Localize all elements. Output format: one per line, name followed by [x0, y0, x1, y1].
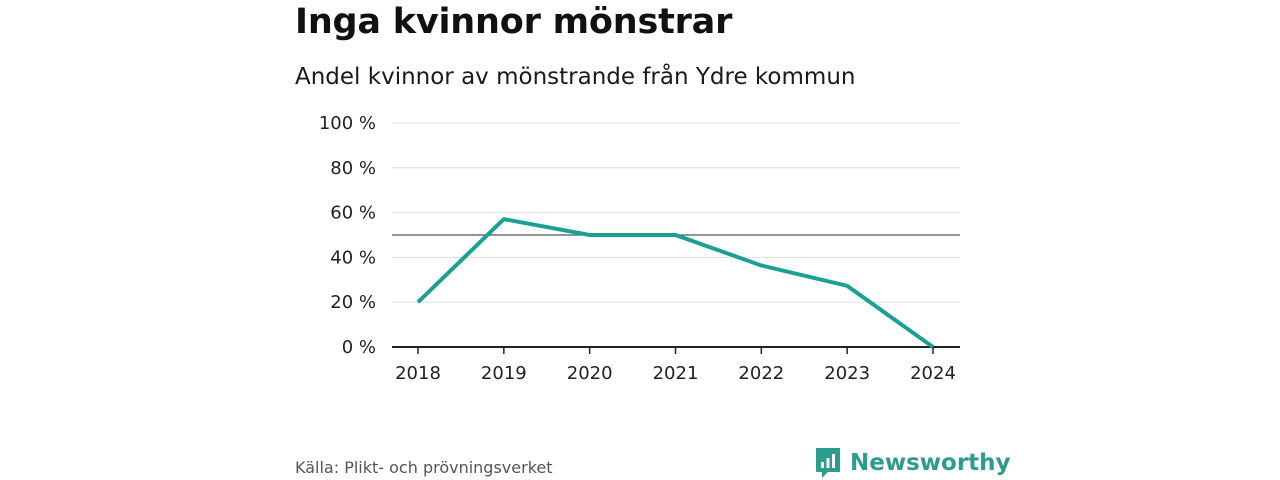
y-tick-label: 60 %	[330, 203, 376, 224]
x-tick-label: 2024	[910, 363, 956, 384]
newsworthy-logo-icon	[816, 448, 840, 478]
x-tick-label: 2018	[395, 363, 441, 384]
chart-subtitle: Andel kvinnor av mönstrande från Ydre ko…	[295, 64, 856, 90]
x-tick-label: 2022	[738, 363, 784, 384]
x-tick-label: 2019	[481, 363, 527, 384]
x-tick-label: 2021	[653, 363, 699, 384]
x-tick-label: 2020	[567, 363, 613, 384]
series-line	[416, 216, 935, 349]
y-tick-label: 0 %	[342, 337, 376, 358]
y-tick-label: 20 %	[330, 292, 376, 313]
brand-name: Newsworthy	[850, 450, 1011, 476]
y-tick-label: 100 %	[319, 113, 376, 134]
y-tick-label: 40 %	[330, 247, 376, 268]
x-tick-label: 2023	[824, 363, 870, 384]
chart-title: Inga kvinnor mönstrar	[295, 2, 733, 42]
y-tick-label: 80 %	[330, 158, 376, 179]
brand-logo[interactable]: Newsworthy	[814, 446, 1011, 480]
source-note: Källa: Plikt- och prövningsverket	[295, 458, 553, 477]
